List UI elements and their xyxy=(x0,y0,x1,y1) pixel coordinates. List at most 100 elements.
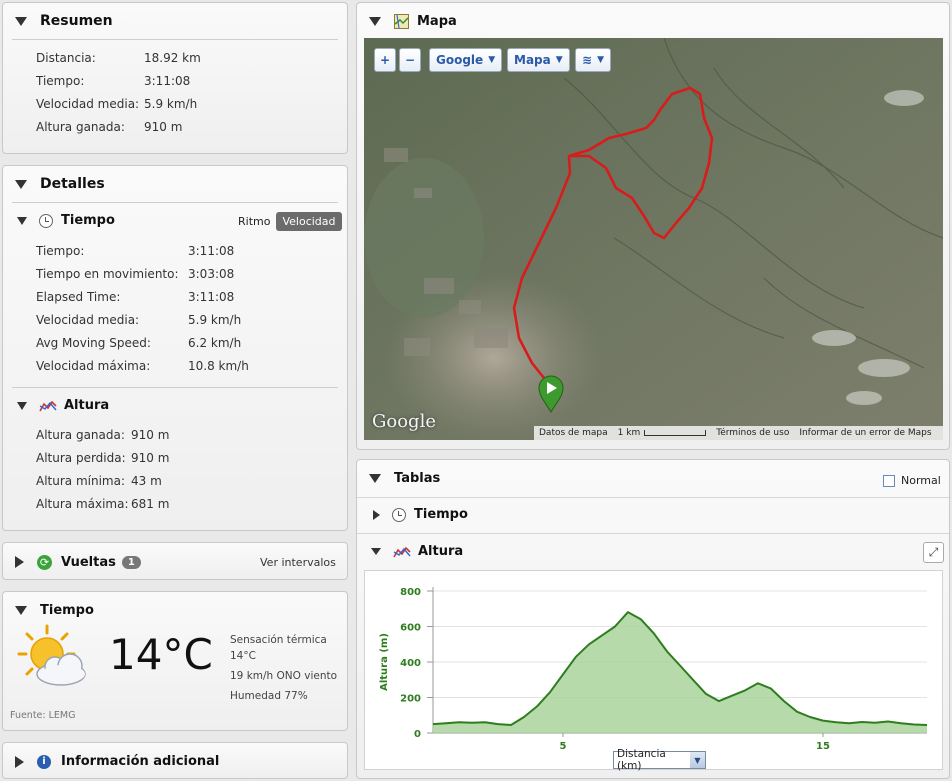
altitude-stat-value: 910 m xyxy=(131,428,170,442)
weather-panel: Tiempo 14°C Sensación térmica 14°C 19 km… xyxy=(2,591,348,731)
map-scale: 1 km xyxy=(613,428,712,438)
chevron-down-icon: ▼ xyxy=(488,55,496,65)
tables-title: Tablas xyxy=(394,470,441,486)
time-stat-row: Elapsed Time: 3:11:08 xyxy=(36,290,234,304)
x-axis-select-label: Distancia (km) xyxy=(617,748,666,772)
info-icon: i xyxy=(37,754,51,769)
normal-checkbox-row[interactable]: Normal xyxy=(883,474,941,487)
time-stat-row: Tiempo: 3:11:08 xyxy=(36,244,234,258)
tables-time-row[interactable]: Tiempo xyxy=(373,507,468,522)
scale-label: 1 km xyxy=(617,428,641,438)
collapse-triangle-icon[interactable] xyxy=(15,605,27,615)
x-axis-select[interactable]: Distancia (km) ▼ xyxy=(613,748,706,772)
details-header[interactable]: Detalles xyxy=(3,166,347,202)
divider xyxy=(357,497,949,498)
map-type-dropdown[interactable]: Mapa ▼ xyxy=(507,48,570,72)
toggle-ritmo[interactable]: Ritmo xyxy=(238,215,271,228)
y-tick-label: 600 xyxy=(400,623,421,634)
collapse-triangle-icon[interactable] xyxy=(17,401,27,410)
zoom-out-button[interactable]: − xyxy=(399,48,422,72)
map-footer: Datos de mapa 1 km Términos de uso Infor… xyxy=(534,426,943,440)
provider-dropdown[interactable]: Google ▼ xyxy=(429,48,503,72)
normal-checkbox[interactable] xyxy=(883,474,895,487)
time-stat-value: 3:03:08 xyxy=(188,267,235,281)
toggle-velocidad[interactable]: Velocidad xyxy=(276,212,342,231)
map-data-link[interactable]: Datos de mapa xyxy=(539,428,608,438)
chevron-down-icon: ▼ xyxy=(690,752,705,768)
altitude-chart[interactable]: 0 200 400 600 800 5 15 Altura (m) xyxy=(365,571,944,771)
altitude-subtitle: Altura xyxy=(64,398,110,413)
terms-link[interactable]: Términos de uso xyxy=(716,428,790,438)
feels-like-value: 14°C xyxy=(230,650,256,662)
divider xyxy=(357,533,949,534)
summary-stat-row: Altura ganada: 910 m xyxy=(36,120,182,134)
altitude-stat-label: Altura mínima: xyxy=(36,474,126,488)
summary-header[interactable]: Resumen xyxy=(3,3,347,39)
normal-label: Normal xyxy=(901,474,941,487)
altitude-stat-label: Altura máxima: xyxy=(36,497,129,511)
divider xyxy=(12,387,338,388)
collapse-triangle-icon[interactable] xyxy=(369,473,381,483)
summary-stat-row: Distancia: 18.92 km xyxy=(36,51,201,65)
altitude-stat-row: Altura ganada: 910 m xyxy=(36,428,169,442)
y-tick-label: 400 xyxy=(400,658,421,669)
summary-stat-value: 910 m xyxy=(144,120,183,134)
tables-time-label: Tiempo xyxy=(414,507,468,522)
y-tick-label: 200 xyxy=(400,694,421,705)
collapse-triangle-icon[interactable] xyxy=(17,216,27,225)
google-logo: Google xyxy=(372,411,436,432)
provider-label: Google xyxy=(436,53,484,67)
altitude-subheader[interactable]: Altura xyxy=(17,398,109,413)
expand-triangle-icon[interactable] xyxy=(15,556,24,568)
time-subheader[interactable]: Tiempo xyxy=(17,213,115,228)
layers-icon: ≋ xyxy=(582,53,593,67)
wind-text: 19 km/h ONO viento xyxy=(230,670,338,682)
summary-stat-row: Velocidad media: 5.9 km/h xyxy=(36,97,197,111)
expand-triangle-icon[interactable] xyxy=(373,509,380,520)
time-stat-label: Tiempo: xyxy=(36,244,85,258)
satellite-map[interactable]: Google xyxy=(364,38,943,440)
altitude-chart-container: 0 200 400 600 800 5 15 Altura (m) Distancia (km… xyxy=(364,570,944,772)
altitude-stat-value: 43 m xyxy=(131,474,162,488)
layers-dropdown[interactable]: ≋ ▼ xyxy=(575,48,611,72)
summary-stat-value: 5.9 km/h xyxy=(144,97,198,111)
time-stat-value: 5.9 km/h xyxy=(188,313,242,327)
expand-triangle-icon[interactable] xyxy=(15,755,24,768)
chevron-down-icon: ▼ xyxy=(555,55,563,65)
altitude-stat-label: Altura perdida: xyxy=(36,451,126,465)
collapse-triangle-icon[interactable] xyxy=(15,16,27,26)
route-line xyxy=(512,86,714,411)
altitude-area xyxy=(433,612,927,733)
laps-icon: ⟳ xyxy=(37,554,52,570)
collapse-triangle-icon[interactable] xyxy=(15,179,27,189)
x-tick-label: 15 xyxy=(816,741,830,752)
tables-header[interactable]: Tablas xyxy=(357,460,949,496)
time-stat-value: 3:11:08 xyxy=(188,244,235,258)
divider xyxy=(12,202,338,203)
summary-stat-row: Tiempo: 3:11:08 xyxy=(36,74,190,88)
altitude-stat-row: Altura perdida: 910 m xyxy=(36,451,169,465)
collapse-triangle-icon[interactable] xyxy=(369,16,381,26)
collapse-triangle-icon[interactable] xyxy=(371,548,381,555)
zoom-in-button[interactable]: + xyxy=(374,48,397,72)
extra-info-header[interactable]: i Información adicional xyxy=(3,743,347,780)
report-error-link[interactable]: Informar de un error de Maps xyxy=(799,428,932,438)
map-header[interactable]: Mapa xyxy=(357,3,949,39)
laps-header[interactable]: ⟳ Vueltas 1 xyxy=(3,543,347,581)
altitude-stat-value: 910 m xyxy=(131,451,170,465)
time-stat-label: Tiempo en movimiento: xyxy=(36,267,179,281)
time-stat-row: Velocidad media: 5.9 km/h xyxy=(36,313,241,327)
map-icon xyxy=(394,13,409,29)
laps-panel: ⟳ Vueltas 1 Ver intervalos xyxy=(2,542,348,580)
divider xyxy=(12,39,338,40)
extra-info-panel: i Información adicional xyxy=(2,742,348,779)
weather-header[interactable]: Tiempo xyxy=(3,592,347,628)
x-tick-label: 5 xyxy=(560,741,567,752)
altitude-stat-value: 681 m xyxy=(131,497,170,511)
start-marker-icon[interactable] xyxy=(538,375,564,413)
expand-chart-button[interactable]: ⤢ xyxy=(923,542,944,563)
altitude-stat-row: Altura máxima: 681 m xyxy=(36,497,169,511)
view-intervals-link[interactable]: Ver intervalos xyxy=(260,556,336,569)
map-imagery xyxy=(364,38,943,440)
tables-altitude-row[interactable]: Altura xyxy=(371,544,463,559)
